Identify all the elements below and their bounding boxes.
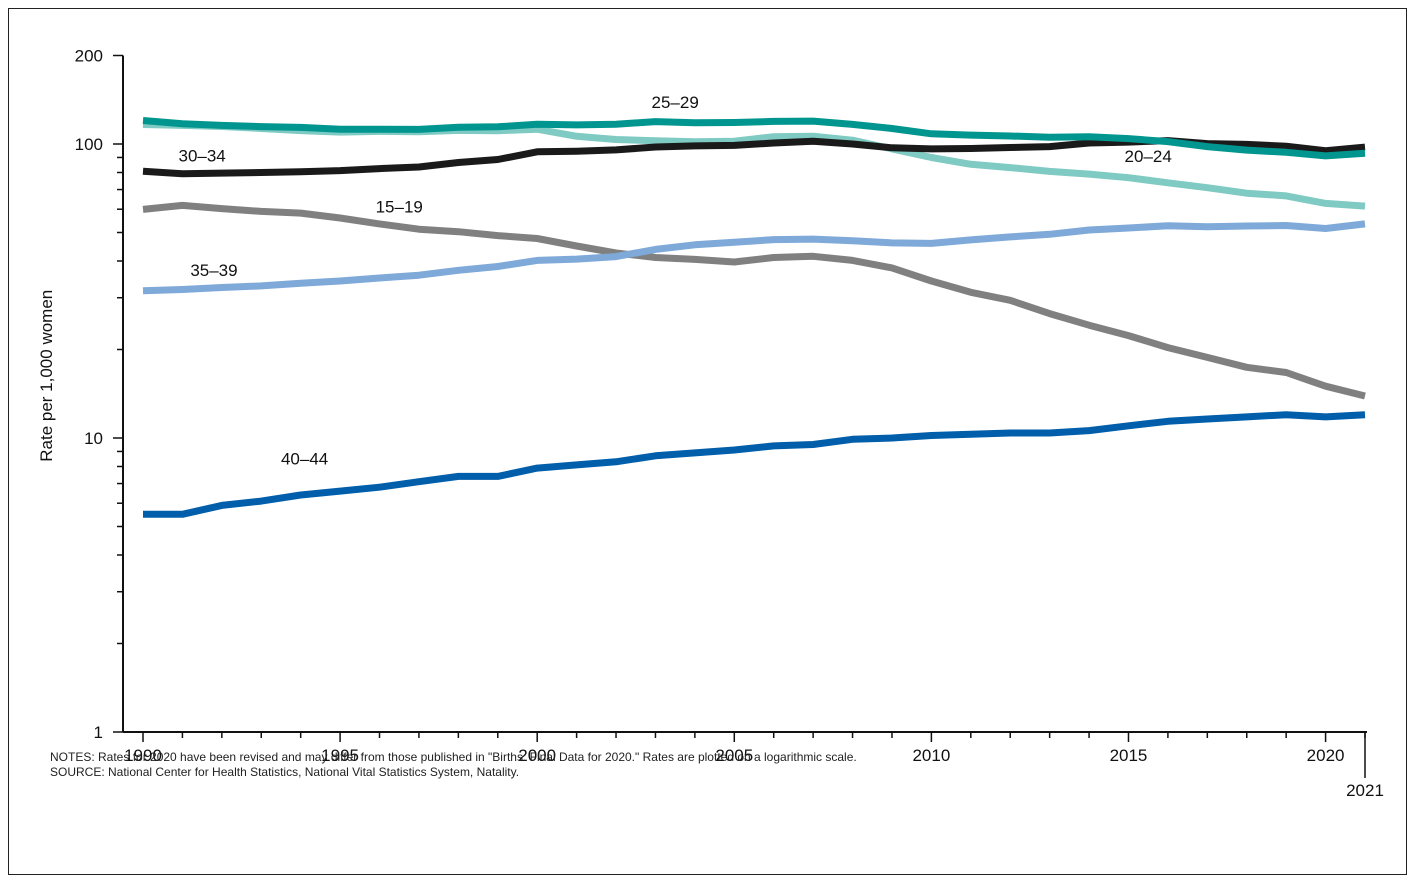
series-line	[142, 201, 1366, 400]
line-chart: 1 10 100 200 1990 1995 2000 2005 2010 2015 2020202…	[37, 46, 1384, 800]
x-tick-label: 2015	[1110, 746, 1148, 765]
x-tick-label: 1995	[321, 746, 359, 765]
series-label: 35–39	[190, 261, 237, 280]
series-line	[142, 117, 1366, 160]
y-tick-label: 10	[84, 429, 103, 448]
x-tick-label: 2021	[1346, 781, 1384, 800]
source-line: SOURCE: National Center for Health Stati…	[50, 765, 520, 779]
x-tick-label: 2010	[912, 746, 950, 765]
x-tick-label: 2005	[715, 746, 753, 765]
series-label: 25–29	[652, 93, 699, 112]
series-labels: 25–29 30–34 15–19 20–24 35–39 40–44	[178, 93, 1171, 468]
series-label: 40–44	[281, 450, 328, 469]
series-lines	[142, 117, 1366, 518]
x-tick-label: 2020	[1307, 746, 1345, 765]
series-label: 15–19	[376, 198, 423, 217]
series-line	[143, 411, 1366, 518]
chart-frame: 1 10 100 200 1990 1995 2000 2005 2010 2015 2020 202…	[8, 8, 1407, 875]
series-label: 20–24	[1125, 147, 1172, 166]
notes: NOTES: Rates for 2020 have been revised …	[50, 750, 857, 780]
axes: 1 10 100 200 1990 1995 2000 2005 2010 2015 2020202…	[75, 46, 1384, 800]
x-tick-label: 1990	[124, 746, 162, 765]
y-axis-title: Rate per 1,000 women	[37, 290, 56, 462]
series-line	[142, 121, 1366, 210]
x-tick-label: 2000	[518, 746, 556, 765]
y-tick-label: 100	[75, 135, 103, 154]
y-tick-label: 1	[94, 723, 103, 742]
notes-line: NOTES: Rates for 2020 have been revised …	[50, 750, 857, 764]
y-tick-label: 200	[75, 46, 103, 65]
series-label: 30–34	[178, 146, 225, 165]
series-line	[142, 220, 1366, 295]
